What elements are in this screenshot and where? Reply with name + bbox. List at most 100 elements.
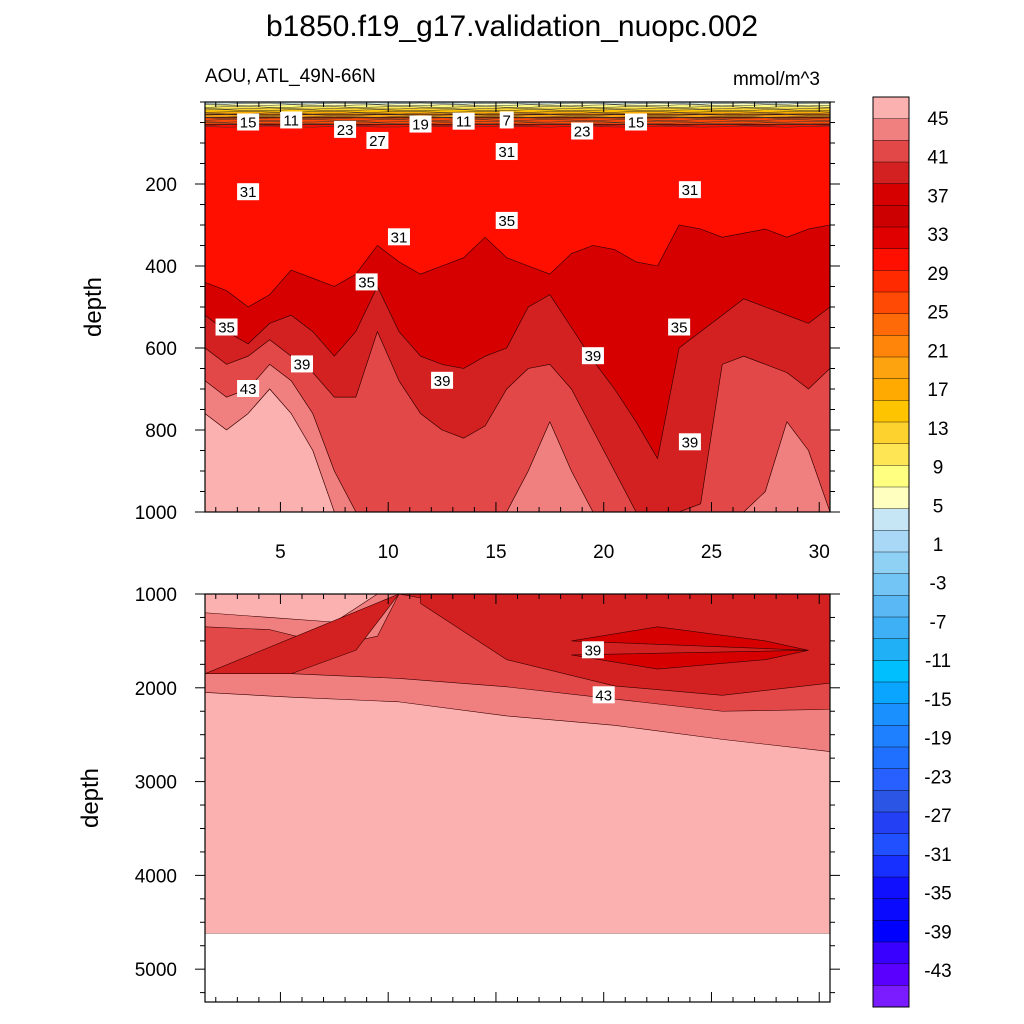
chart-title: b1850.f19_g17.validation_nuopc.002 (266, 10, 758, 43)
colorbar-swatch (873, 357, 909, 379)
x-tick-label: 20 (593, 542, 614, 563)
colorbar-swatch (873, 487, 909, 509)
colorbar-swatch (873, 552, 909, 574)
colorbar-label: -27 (924, 806, 951, 827)
contour-label: 27 (366, 132, 388, 150)
contour-label-text: 15 (628, 115, 645, 132)
y-tick-label: 600 (145, 339, 177, 360)
colorbar-swatch (873, 97, 909, 119)
x-tick-label: 25 (701, 542, 722, 563)
contour-label-text: 27 (369, 133, 386, 150)
contour-label-text: 11 (456, 114, 472, 131)
upper-contour-fills (205, 102, 830, 512)
x-tick-label: 30 (809, 542, 830, 563)
contour-label-text: 35 (218, 320, 235, 337)
colorbar-swatch (873, 920, 909, 942)
colorbar-swatch (873, 769, 909, 791)
contour-label: 15 (237, 114, 259, 132)
upper-depth-panel: 15 1123 19 11 72315273131 3135313535 3539 39394… (135, 102, 840, 563)
colorbar-swatch (873, 747, 909, 769)
contour-label: 11 (280, 111, 302, 129)
colorbar-swatch (873, 444, 909, 466)
contour-label: 31 (237, 183, 259, 201)
upper-y-axis-label: depth (80, 277, 107, 337)
colorbar-swatch (873, 942, 909, 964)
colorbar-label: 5 (933, 496, 944, 517)
colorbar-label: 13 (927, 419, 948, 440)
colorbar-label: 45 (927, 109, 948, 130)
colorbar-label: -3 (930, 574, 947, 595)
contour-figure: b1850.f19_g17.validation_nuopc.002 AOU, … (0, 0, 1024, 1024)
colorbar-swatch (873, 985, 909, 1007)
contour-label-text: 35 (498, 213, 515, 230)
colorbar-label: 21 (927, 341, 948, 362)
contour-label-text: 15 (240, 115, 257, 132)
contour-label: 43 (237, 380, 259, 398)
contour-label-text: 7 (503, 112, 511, 129)
colorbar-label: -11 (925, 651, 951, 672)
contour-label-text: 23 (574, 124, 591, 141)
x-tick-label: 10 (378, 542, 399, 563)
contour-label: 31 (679, 181, 701, 199)
y-tick-label: 1000 (135, 585, 177, 606)
contour-label: 39 (679, 433, 701, 451)
contour-label-text: 35 (358, 274, 375, 291)
contour-label-text: 39 (585, 348, 602, 365)
y-tick-label: 200 (145, 175, 177, 196)
colorbar-label: 9 (933, 458, 944, 479)
colorbar-swatch (873, 704, 909, 726)
y-tick-label: 4000 (135, 866, 177, 887)
colorbar-swatch (873, 140, 909, 162)
y-tick-label: 400 (145, 257, 177, 278)
colorbar-swatch (873, 574, 909, 596)
colorbar-swatch (873, 119, 909, 141)
colorbar-label: -43 (924, 961, 951, 982)
contour-label: 39 (582, 641, 604, 659)
colorbar-swatch (873, 314, 909, 336)
colorbar-swatch (873, 834, 909, 856)
contour-label-text: 43 (595, 687, 612, 704)
contour-label: 31 (496, 143, 518, 161)
no-data-region (205, 934, 830, 1002)
contour-label-text: 35 (671, 320, 688, 337)
colorbar-swatch (873, 617, 909, 639)
colorbar-swatch (873, 509, 909, 531)
colorbar-swatch (873, 184, 909, 206)
contour-label-text: 23 (337, 122, 354, 139)
colorbar-label: -39 (924, 922, 951, 943)
x-tick-label: 5 (275, 542, 286, 563)
colorbar-swatch (873, 335, 909, 357)
colorbar-swatch (873, 379, 909, 401)
colorbar-swatch (873, 162, 909, 184)
colorbar-swatch (873, 595, 909, 617)
colorbar-swatch (873, 725, 909, 747)
contour-label: 39 (582, 347, 604, 365)
colorbar-swatch (873, 205, 909, 227)
colorbar-swatch (873, 227, 909, 249)
contour-label: 23 (334, 121, 356, 139)
colorbar-swatch (873, 855, 909, 877)
lower-depth-panel: 394310002000300040005000 (135, 585, 840, 1002)
contour-label: 31 (388, 228, 410, 246)
colorbar-swatch (873, 465, 909, 487)
colorbar-swatch (873, 400, 909, 422)
colorbar-label: -31 (924, 845, 951, 866)
lower-y-axis-label: depth (77, 768, 104, 828)
colorbar-label: 25 (927, 303, 948, 324)
contour-label: 19 (410, 116, 432, 134)
colorbar-swatch (873, 660, 909, 682)
colorbar-label: -7 (930, 612, 947, 633)
y-tick-label: 5000 (135, 960, 177, 981)
contour-label-text: 11 (283, 112, 299, 129)
contour-label: 23 (571, 123, 593, 141)
contour-label-text: 19 (412, 117, 429, 134)
contour-label-text: 31 (391, 229, 408, 246)
colorbar-swatch (873, 422, 909, 444)
contour-label: 35 (216, 319, 238, 337)
contour-label: 11 (453, 113, 475, 131)
contour-label: 7 (500, 111, 514, 129)
colorbar-swatch (873, 270, 909, 292)
colorbar-swatch (873, 292, 909, 314)
colorbar-label: -19 (924, 729, 951, 750)
colorbar-swatch (873, 249, 909, 271)
